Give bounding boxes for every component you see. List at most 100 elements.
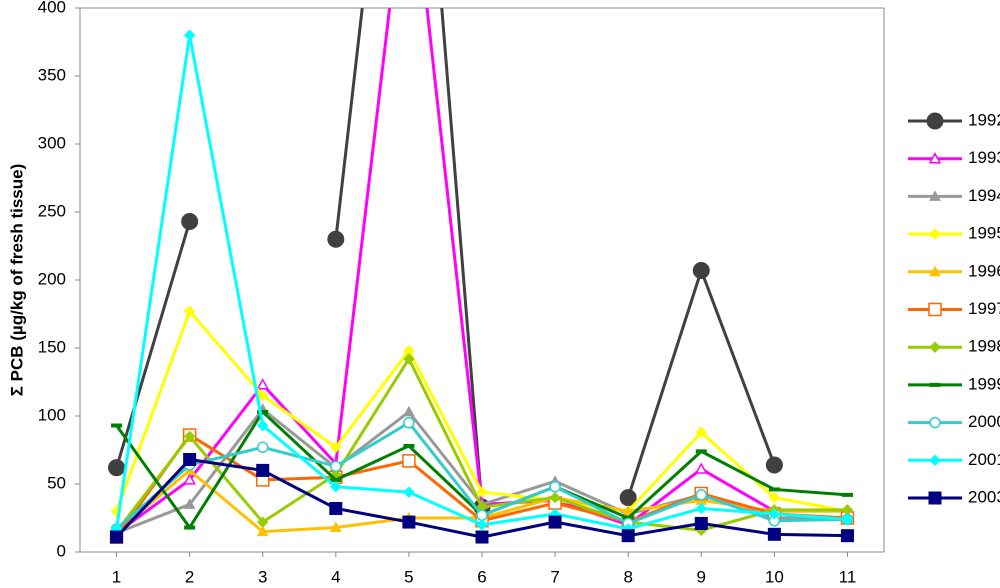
marker xyxy=(183,498,196,509)
marker xyxy=(841,513,854,526)
legend-marker xyxy=(929,382,941,387)
y-tick-label: 50 xyxy=(47,473,66,492)
legend-marker xyxy=(929,341,941,353)
x-tick-label: 4 xyxy=(331,567,340,586)
marker xyxy=(181,213,199,231)
marker xyxy=(694,462,708,474)
marker xyxy=(256,525,269,537)
marker xyxy=(840,529,854,543)
marker xyxy=(475,530,489,544)
marker xyxy=(695,502,707,515)
marker xyxy=(476,519,488,531)
legend-label: 1998 xyxy=(968,337,1000,356)
y-tick-label: 350 xyxy=(38,65,66,84)
x-tick-label: 8 xyxy=(623,567,632,586)
marker xyxy=(183,430,196,443)
y-tick-label: 0 xyxy=(57,541,66,560)
legend-marker xyxy=(929,228,941,240)
x-tick-label: 2 xyxy=(185,567,194,586)
x-tick-label: 1 xyxy=(112,567,121,586)
x-tick-label: 10 xyxy=(765,567,784,586)
legend-marker xyxy=(929,454,941,467)
x-tick-label: 7 xyxy=(550,567,559,586)
marker xyxy=(695,489,708,501)
legend-marker xyxy=(929,190,941,201)
legend-label: 1997 xyxy=(968,299,1000,318)
marker xyxy=(111,423,123,428)
marker xyxy=(183,473,196,485)
marker xyxy=(695,426,707,439)
marker xyxy=(257,516,269,528)
legend-marker xyxy=(929,416,941,429)
x-tick-label: 3 xyxy=(258,567,267,586)
marker xyxy=(256,378,270,390)
x-tick-label: 5 xyxy=(404,567,413,586)
marker xyxy=(257,389,269,402)
plot xyxy=(108,8,855,544)
marker xyxy=(768,491,781,504)
y-axis-label: Σ PCB (µg/kg of fresh tissue) xyxy=(7,164,26,397)
marker xyxy=(549,480,561,493)
legend-label: 1993 xyxy=(968,148,1000,167)
marker xyxy=(476,486,488,498)
marker xyxy=(403,443,415,448)
marker xyxy=(402,454,416,468)
legend-label: 1999 xyxy=(968,374,1000,393)
x-tick-label: 11 xyxy=(839,567,857,586)
marker xyxy=(329,501,343,515)
marker xyxy=(183,305,196,317)
y-tick-label: 100 xyxy=(38,405,66,424)
marker xyxy=(330,481,342,493)
x-tick-label: 6 xyxy=(477,567,486,586)
legend-label: 2001 xyxy=(968,450,1000,469)
marker xyxy=(549,491,561,504)
marker xyxy=(256,463,270,477)
marker xyxy=(110,530,124,544)
y-tick-label: 400 xyxy=(38,0,66,16)
marker xyxy=(768,487,780,492)
marker xyxy=(330,460,342,473)
marker xyxy=(330,477,342,482)
marker xyxy=(403,353,415,365)
legend-marker xyxy=(928,152,942,164)
marker xyxy=(329,521,342,533)
marker xyxy=(327,230,345,248)
y-tick-label: 150 xyxy=(38,337,66,356)
marker xyxy=(767,527,781,541)
marker xyxy=(476,509,488,522)
x-tick-label: 9 xyxy=(697,567,706,586)
marker xyxy=(257,419,269,432)
y-tick-label: 250 xyxy=(38,201,66,220)
y-tick-label: 200 xyxy=(38,269,66,288)
marker xyxy=(622,505,635,516)
marker xyxy=(184,525,196,530)
marker xyxy=(841,492,853,497)
y-tick-label: 300 xyxy=(38,133,66,152)
legend-label: 1996 xyxy=(968,261,1000,280)
legend-label: 1994 xyxy=(968,186,1000,205)
series-line xyxy=(115,8,776,535)
legend-marker xyxy=(926,112,944,130)
marker xyxy=(183,453,197,467)
legend-marker xyxy=(928,302,942,317)
marker xyxy=(768,508,781,520)
marker xyxy=(548,515,562,529)
legend-label: 1995 xyxy=(968,224,1000,243)
legend-label: 2003 xyxy=(968,487,1000,506)
marker xyxy=(692,261,710,279)
marker xyxy=(694,516,708,530)
marker xyxy=(256,441,269,454)
marker xyxy=(403,417,415,429)
marker xyxy=(402,515,416,529)
legend-marker xyxy=(928,491,942,505)
marker xyxy=(257,409,269,414)
marker xyxy=(621,529,635,543)
marker xyxy=(183,29,196,41)
marker xyxy=(330,441,342,453)
marker xyxy=(695,449,707,454)
marker xyxy=(765,456,783,474)
marker xyxy=(403,486,415,498)
legend-marker xyxy=(929,265,941,277)
